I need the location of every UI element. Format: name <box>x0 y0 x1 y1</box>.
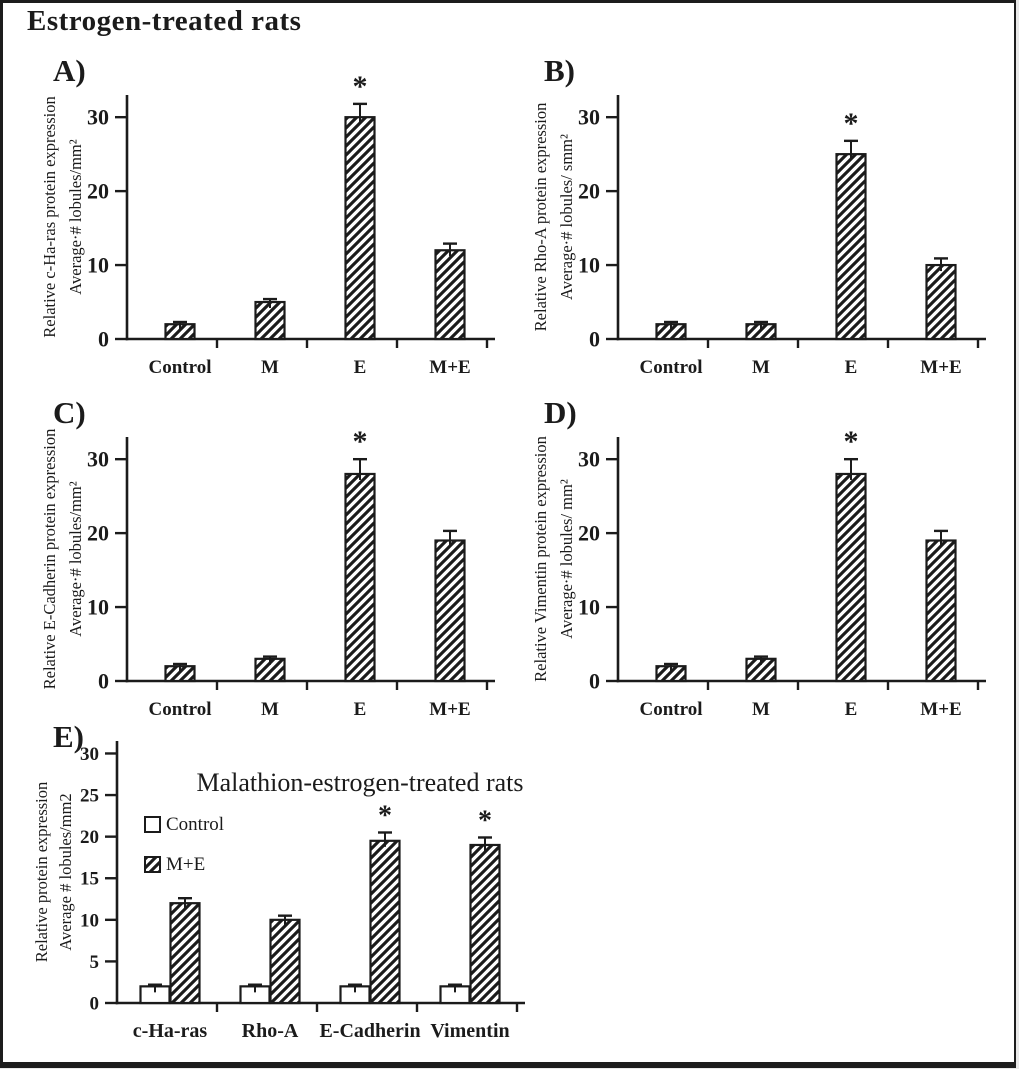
y-tick-label: 20 <box>578 179 600 204</box>
y-tick-label: 30 <box>87 447 109 472</box>
bar-hatched <box>925 263 957 341</box>
chart-title: Malathion-estrogen-treated rats <box>196 768 523 797</box>
bar-hatched <box>344 116 376 341</box>
panel-letter: E) <box>53 719 84 754</box>
y-tick-label: 0 <box>98 326 109 351</box>
y-tick-label: 5 <box>90 952 100 973</box>
panel-b-chart: B) 0 10 20 30 Control M E M+E Relative Rho-A prot… <box>531 53 986 378</box>
y-tick-label: 0 <box>589 326 600 351</box>
y-axis-label: Relative Vimentin protein expression <box>531 436 550 682</box>
panel-a-chart: A) 0 10 20 30 Control M E M+E Relative c-Ha-ras p… <box>40 53 495 378</box>
y-axis-label: Average·# lobules/mm² <box>66 481 85 636</box>
x-category-label: Control <box>149 357 212 378</box>
legend-swatch-open <box>144 816 161 833</box>
x-category-label: M+E <box>429 699 470 720</box>
y-tick-label: 30 <box>80 744 99 765</box>
x-category-label: E <box>354 357 367 378</box>
panel-letter: C) <box>53 395 86 430</box>
bar-hatched <box>835 153 867 341</box>
x-category-label: M <box>261 699 279 720</box>
y-tick-label: 30 <box>578 447 600 472</box>
significance-star: * <box>478 805 492 836</box>
bar-hatched <box>344 472 376 683</box>
bar-hatched <box>925 539 957 683</box>
figure-title: Estrogen-treated rats <box>27 5 302 37</box>
x-category-label: M <box>752 699 770 720</box>
x-category-label: M+E <box>429 357 470 378</box>
y-axis-label: Relative c-Ha-ras protein expression <box>40 96 59 337</box>
x-category-label: c-Ha-ras <box>133 1020 208 1042</box>
x-category-label: E <box>845 699 858 720</box>
y-tick-label: 20 <box>578 521 600 546</box>
bar-hatched <box>469 843 501 1005</box>
bar-hatched <box>369 839 401 1005</box>
y-tick-label: 15 <box>80 869 99 890</box>
bar-hatched <box>835 472 867 683</box>
y-tick-label: 20 <box>87 179 109 204</box>
panel-letter: B) <box>544 53 575 88</box>
x-category-label: E-Cadherin <box>319 1020 420 1042</box>
y-tick-label: 0 <box>589 668 600 693</box>
y-tick-label: 0 <box>90 993 100 1014</box>
significance-star: * <box>844 107 859 140</box>
panel-d-chart: D) 0 10 20 30 Control M E M+E Relative Vimentin p… <box>531 395 986 720</box>
legend-label: M+E <box>166 854 205 875</box>
panel-letter: D) <box>544 395 577 430</box>
y-axis-label: Average·# lobules/ smm² <box>557 134 576 300</box>
bar-hatched <box>269 918 301 1005</box>
bar-hatched <box>169 902 201 1005</box>
y-axis-label: Relative protein expression <box>32 782 51 963</box>
y-axis-label: Relative Rho-A protein expression <box>531 103 550 332</box>
significance-star: * <box>353 70 368 103</box>
y-tick-label: 0 <box>98 668 109 693</box>
x-category-label: Rho-A <box>242 1020 299 1042</box>
y-axis-label: Relative E-Cadherin protein expression <box>40 429 59 690</box>
y-tick-label: 20 <box>80 827 99 848</box>
x-category-label: E <box>845 357 858 378</box>
x-category-label: M <box>261 357 279 378</box>
significance-star: * <box>844 425 859 458</box>
x-category-label: Control <box>640 357 703 378</box>
panel-e-chart: E) 0 5 10 15 20 25 30 c-Ha-ras Rho-A E-Cadherin Vim… <box>32 719 525 1042</box>
bar-hatched <box>434 539 466 683</box>
x-category-label: M <box>752 357 770 378</box>
legend-swatch-hatched <box>144 856 161 873</box>
x-category-label: Control <box>149 699 212 720</box>
y-tick-label: 10 <box>87 595 109 620</box>
legend-label: Control <box>166 814 224 835</box>
y-tick-label: 10 <box>87 253 109 278</box>
y-tick-label: 10 <box>578 595 600 620</box>
bar-hatched <box>254 300 286 341</box>
bar-hatched <box>434 249 466 341</box>
x-category-label: M+E <box>920 357 961 378</box>
x-category-label: Vimentin <box>430 1020 509 1042</box>
y-tick-label: 30 <box>578 105 600 130</box>
x-category-label: M+E <box>920 699 961 720</box>
x-category-label: E <box>354 699 367 720</box>
y-axis-label: Average # lobules/mm2 <box>56 793 75 950</box>
y-tick-label: 10 <box>578 253 600 278</box>
significance-star: * <box>353 425 368 458</box>
y-axis-label: Average·# lobules/ mm² <box>557 479 576 639</box>
y-axis-label: Average·# lobules/mm² <box>66 139 85 294</box>
y-tick-label: 10 <box>80 910 99 931</box>
panel-letter: A) <box>53 53 86 88</box>
panel-c-chart: C) 0 10 20 30 Control M E M+E Relative E-Cadherin… <box>40 395 495 720</box>
x-category-label: Control <box>640 699 703 720</box>
significance-star: * <box>378 800 392 831</box>
y-tick-label: 20 <box>87 521 109 546</box>
y-tick-label: 25 <box>80 786 99 807</box>
y-tick-label: 30 <box>87 105 109 130</box>
